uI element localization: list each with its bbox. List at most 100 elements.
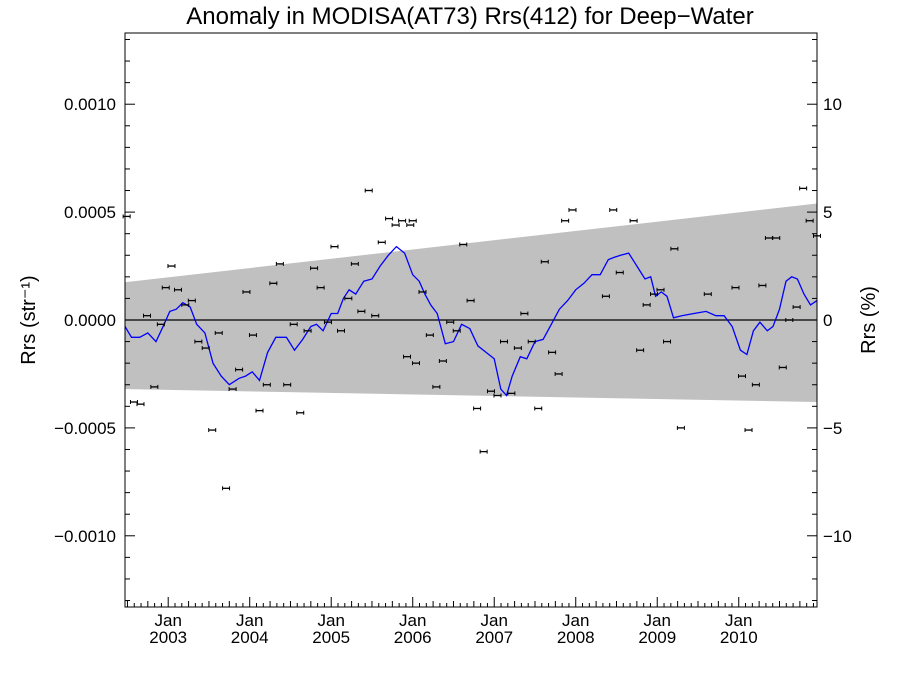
right-y-axis: 10 5 0 −5 −10: [807, 38, 852, 602]
data-point: [649, 292, 658, 297]
x-tick-year-label: 2009: [638, 628, 676, 647]
data-point: [493, 393, 502, 398]
data-point: [330, 244, 339, 249]
data-point: [181, 302, 190, 307]
x-tick-year-label: 2003: [149, 628, 187, 647]
x-tick-month-label: Jan: [562, 611, 589, 630]
left-tick-label: 0.0010: [64, 95, 116, 114]
data-point: [398, 218, 407, 223]
data-point: [642, 302, 651, 307]
data-point: [222, 486, 231, 491]
left-y-axis: 0.0010 0.0005 0.0000 −0.0005 −0.0010: [54, 38, 135, 602]
data-point: [520, 311, 529, 316]
left-tick-label: −0.0010: [54, 527, 116, 546]
data-point: [242, 289, 251, 294]
data-point: [758, 283, 767, 288]
data-point: [731, 285, 740, 290]
x-tick-month-label: Jan: [725, 611, 752, 630]
data-point: [235, 367, 244, 372]
data-point: [452, 328, 461, 333]
confidence-band: [125, 203, 817, 402]
data-point: [187, 298, 196, 303]
right-tick-label: −5: [823, 419, 842, 438]
x-tick-month-label: Jan: [644, 611, 671, 630]
data-point: [799, 186, 808, 191]
data-point: [406, 223, 415, 228]
data-point: [636, 348, 645, 353]
data-point: [554, 371, 563, 376]
x-tick-year-label: 2008: [557, 628, 595, 647]
data-point: [751, 382, 760, 387]
right-axis-label: Rrs (%): [858, 286, 880, 354]
data-point: [534, 406, 543, 411]
data-point: [323, 320, 332, 325]
left-axis-label: Rrs (str⁻¹): [18, 275, 40, 364]
data-point: [122, 214, 131, 219]
left-tick-label: 0.0000: [64, 311, 116, 330]
data-point: [703, 292, 712, 297]
data-point: [228, 387, 237, 392]
data-point: [283, 382, 292, 387]
data-point: [316, 285, 325, 290]
data-point: [150, 384, 159, 389]
data-point: [500, 339, 509, 344]
data-point: [805, 218, 814, 223]
data-point: [670, 246, 679, 251]
data-point: [601, 294, 610, 299]
data-point: [466, 298, 475, 303]
chart-title: Anomaly in MODISA(AT73) Rrs(412) for Dee…: [186, 3, 754, 30]
data-point: [289, 322, 298, 327]
x-tick-year-label: 2006: [394, 628, 432, 647]
data-point: [486, 389, 495, 394]
data-point: [548, 350, 557, 355]
data-point: [201, 346, 210, 351]
data-point: [385, 216, 394, 221]
data-point: [411, 361, 420, 366]
data-point: [513, 346, 522, 351]
data-points: [122, 186, 821, 491]
data-point: [438, 359, 447, 363]
data-point: [656, 287, 665, 292]
data-point: [364, 188, 373, 193]
data-point: [473, 406, 482, 411]
left-tick-label: −0.0005: [54, 419, 116, 438]
right-tick-label: 0: [823, 311, 832, 330]
data-point: [161, 285, 170, 290]
data-point: [303, 328, 312, 333]
data-point: [615, 270, 624, 275]
data-point: [540, 259, 549, 264]
data-point: [527, 339, 536, 344]
data-point: [129, 400, 138, 404]
data-point: [194, 339, 203, 344]
data-point: [255, 408, 264, 413]
data-point: [744, 428, 753, 433]
data-point: [350, 261, 359, 266]
x-tick-year-label: 2005: [312, 628, 350, 647]
right-tick-label: 5: [823, 203, 832, 222]
data-point: [173, 287, 182, 292]
data-point: [446, 320, 455, 325]
data-point: [479, 449, 488, 454]
right-tick-label: −10: [823, 527, 852, 546]
data-point: [738, 374, 747, 379]
data-point: [156, 322, 165, 327]
data-point: [143, 313, 152, 318]
right-tick-label: 10: [823, 95, 842, 114]
data-point: [296, 410, 305, 415]
data-point: [792, 305, 801, 310]
data-point: [561, 218, 570, 223]
data-point: [310, 266, 319, 271]
data-point: [208, 428, 217, 433]
data-point: [772, 236, 781, 240]
x-axis: Jan2003Jan2004Jan2005Jan2006Jan2007Jan20…: [126, 597, 814, 647]
data-point: [275, 261, 284, 266]
data-point: [371, 313, 380, 318]
x-tick-month-label: Jan: [154, 611, 181, 630]
x-tick-year-label: 2007: [475, 628, 513, 647]
data-point: [785, 318, 794, 322]
x-tick-month-label: Jan: [236, 611, 263, 630]
data-point: [336, 328, 345, 333]
data-point: [459, 242, 468, 247]
left-tick-label: 0.0005: [64, 203, 116, 222]
